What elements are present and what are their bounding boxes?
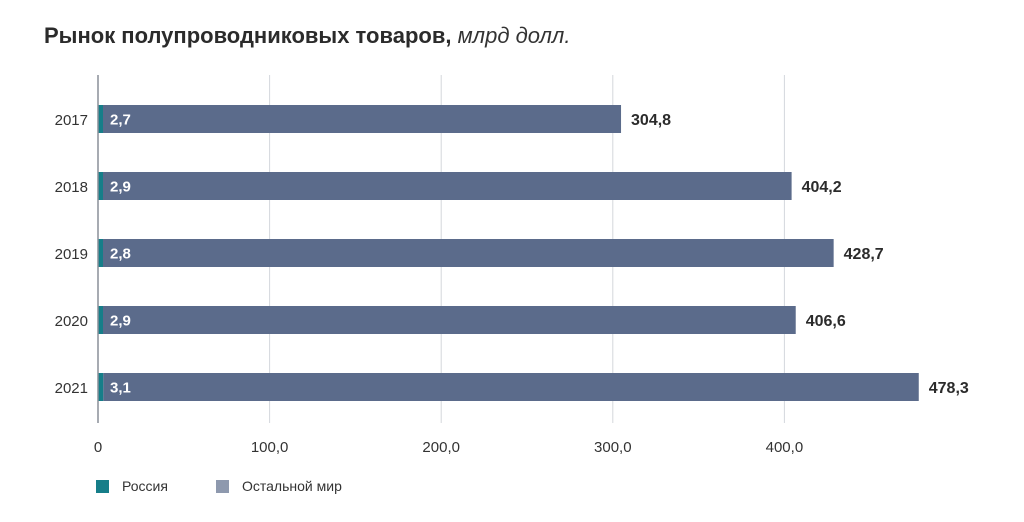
y-tick-label: 2021 xyxy=(55,380,88,397)
data-label-total: 428,7 xyxy=(844,246,884,263)
data-label-russia: 2,9 xyxy=(110,313,131,330)
bar-rest-of-world xyxy=(103,239,834,267)
chart-title: Рынок полупроводниковых товаров, млрд до… xyxy=(44,22,570,50)
data-label-total: 478,3 xyxy=(929,380,969,397)
bar-russia xyxy=(98,105,103,133)
x-tick-label: 0 xyxy=(94,439,102,456)
x-tick-label: 400,0 xyxy=(766,439,804,456)
bars xyxy=(98,105,919,401)
y-tick-label: 2019 xyxy=(55,246,88,263)
legend-swatch-rest xyxy=(216,479,229,493)
data-label-total: 304,8 xyxy=(631,112,671,129)
bar-russia xyxy=(98,373,104,401)
bar-rest-of-world xyxy=(103,172,792,200)
data-label-russia: 3,1 xyxy=(110,380,131,397)
chart-title-unit: млрд долл. xyxy=(457,23,571,48)
y-axis-ticks: 2017 2018 2019 2020 2021 xyxy=(55,112,88,397)
data-label-russia: 2,7 xyxy=(110,112,131,129)
data-label-russia: 2,8 xyxy=(110,246,131,263)
data-label-total: 406,6 xyxy=(806,313,846,330)
chart-title-main: Рынок полупроводниковых товаров, xyxy=(44,23,452,48)
bar-rest-of-world xyxy=(103,306,796,334)
bar-russia xyxy=(98,306,103,334)
legend-label-rest: Остальной мир xyxy=(242,478,342,494)
bar-russia xyxy=(98,172,103,200)
y-tick-label: 2017 xyxy=(55,112,88,129)
legend-item-rest: Остальной мир xyxy=(216,478,342,494)
y-tick-label: 2020 xyxy=(55,313,88,330)
x-tick-label: 200,0 xyxy=(422,439,460,456)
x-tick-label: 300,0 xyxy=(594,439,632,456)
x-axis-ticks: 0 100,0 200,0 300,0 400,0 xyxy=(94,439,803,456)
bar-rest-of-world xyxy=(103,105,622,133)
y-tick-label: 2018 xyxy=(55,179,88,196)
data-label-russia: 2,9 xyxy=(110,179,131,196)
data-label-total: 404,2 xyxy=(802,179,842,196)
bar-rest-of-world xyxy=(103,373,919,401)
legend-item-russia: Россия xyxy=(96,478,168,494)
bar-russia xyxy=(98,239,103,267)
data-labels: 2,7 304,8 2,9 404,2 2,8 428,7 2,9 406,6 3,1 478,3 xyxy=(110,112,969,398)
legend-swatch-russia xyxy=(96,479,109,493)
x-tick-label: 100,0 xyxy=(251,439,289,456)
legend-label-russia: Россия xyxy=(122,478,168,494)
